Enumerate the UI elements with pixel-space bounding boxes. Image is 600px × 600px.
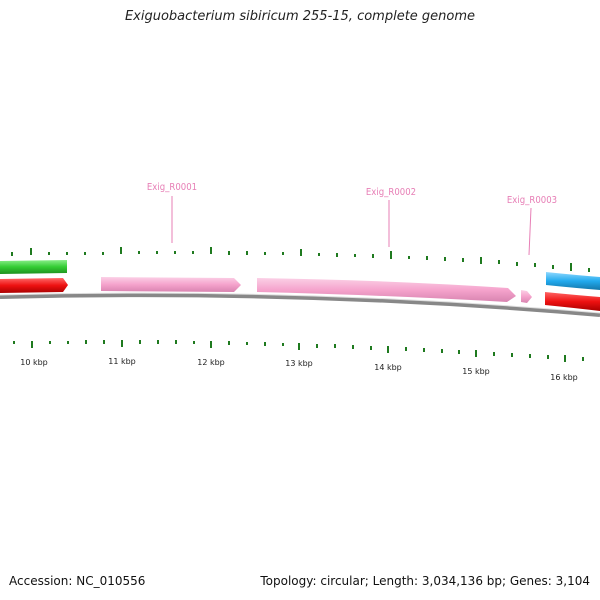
label-leaders: [171, 196, 532, 256]
scale-label-13: 13 kbp: [285, 359, 313, 368]
gene-label-2[interactable]: Exig_R0002: [366, 187, 416, 198]
inner-ticks: [13, 340, 584, 362]
rrna-gene-2[interactable]: [257, 278, 516, 302]
scale-label-12: 12 kbp: [197, 358, 225, 367]
scale-label-16: 16 kbp: [550, 373, 578, 382]
cds-forward-right[interactable]: [545, 292, 600, 311]
accession-text: Accession: NC_010556: [9, 574, 146, 588]
genome-backbone-highlight: [0, 292, 600, 314]
scale-label-11: 11 kbp: [108, 357, 136, 366]
cds-reverse-left[interactable]: [0, 260, 67, 274]
outer-ticks: [11, 247, 590, 272]
rrna-gene-3[interactable]: [521, 290, 532, 303]
scale-labels: 10 kbp 11 kbp 12 kbp 13 kbp 14 kbp 15 kb…: [20, 357, 578, 382]
scale-label-14: 14 kbp: [374, 363, 402, 372]
genome-summary: Topology: circular; Length: 3,034,136 bp…: [260, 574, 590, 588]
feature-other-right[interactable]: [546, 272, 600, 290]
cds-forward-left[interactable]: [0, 278, 68, 293]
genome-title: Exiguobacterium sibiricum 255-15, comple…: [124, 9, 476, 24]
scale-label-15: 15 kbp: [462, 367, 490, 376]
scale-label-10: 10 kbp: [20, 358, 48, 367]
gene-label-3[interactable]: Exig_R0003: [507, 195, 557, 206]
rrna-gene-1[interactable]: [101, 277, 241, 292]
gene-label-1[interactable]: Exig_R0001: [147, 182, 197, 193]
genome-backbone: [0, 293, 600, 317]
